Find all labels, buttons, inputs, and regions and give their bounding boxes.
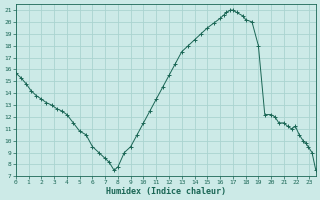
X-axis label: Humidex (Indice chaleur): Humidex (Indice chaleur) (106, 187, 226, 196)
